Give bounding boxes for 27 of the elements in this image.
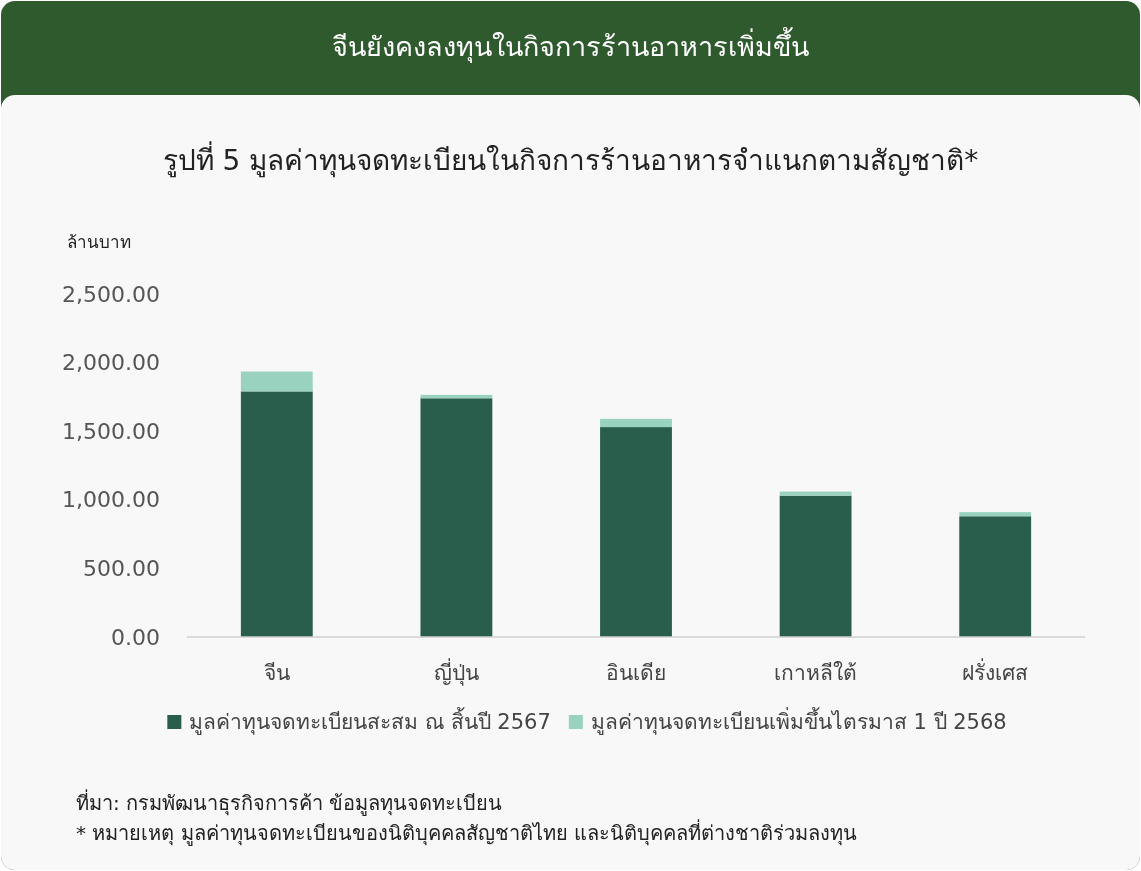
chart-title: จีนยังคงลงทุนในกิจการร้านอาหารเพิ่มขึ้น <box>332 27 809 64</box>
x-tick-label: ฝรั่งเศส <box>962 658 1029 685</box>
x-tick-label: อินเดีย <box>606 661 666 685</box>
bar <box>959 516 1032 637</box>
y-tick-label: 2,500.00 <box>62 281 160 307</box>
bar <box>600 418 672 428</box>
text: ที่มา: กรมพัฒนาธุรกิจการค้า ข้อมูลทุนจดทะเบียน <box>76 789 503 816</box>
x-tick-label: ญี่ปุ่น <box>433 658 479 686</box>
y-tick-label: 500.00 <box>83 555 160 581</box>
legend-label: มูลค่าทุนจดทะเบียนเพิ่มขึ้นไตรมาส 1 ปี 2568 <box>590 707 1007 735</box>
y-tick-label: 2,000.00 <box>62 350 160 376</box>
y-tick-label: 0.00 <box>111 624 160 650</box>
bar <box>240 391 313 637</box>
y-tick-label: 1,500.00 <box>62 418 160 444</box>
x-tick-label: เกาหลีใต้ <box>774 661 858 685</box>
y-axis-title: ล้านบาท <box>67 232 131 252</box>
legend-label: มูลค่าทุนจดทะเบียนสะสม ณ สิ้นปี 2567 <box>189 707 551 735</box>
bar <box>240 371 313 392</box>
bar <box>779 491 852 496</box>
chart-subtitle: รูปที่ 5 มูลค่าทุนจดทะเบียนในกิจการร้านอาหารจำแนกตามสัญชาติ* <box>162 141 979 178</box>
text: * หมายเหตุ มูลค่าทุนจดทะเบียนของนิติบุคคลสัญชาติไทย และนิติบุคคลที่ต่างชาติร่วมลงทุน <box>76 819 858 846</box>
bar <box>959 512 1032 517</box>
y-tick-label: 1,000.00 <box>62 487 160 513</box>
bar <box>779 495 852 637</box>
bar <box>420 398 493 637</box>
bar <box>600 427 672 637</box>
x-tick-label: จีน <box>263 661 290 685</box>
